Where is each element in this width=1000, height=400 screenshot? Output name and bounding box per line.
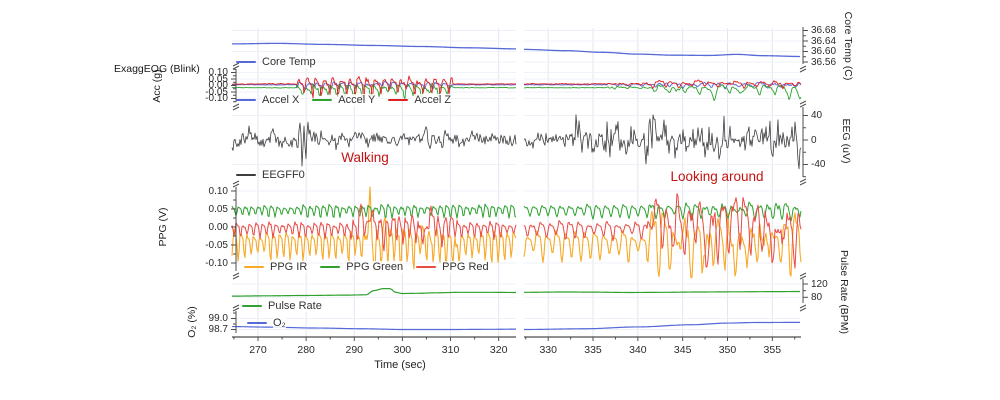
axis-break-mark	[799, 100, 807, 105]
series-accel-y	[523, 84, 802, 102]
series-pulse-rate	[524, 290, 801, 294]
x-axis-title: Time (sec)	[374, 359, 426, 371]
axis-break-mark	[799, 307, 807, 312]
series-core-temp	[523, 48, 801, 58]
series-accel-z	[231, 75, 517, 101]
eeg-axis-title: EEG (uV)	[840, 118, 852, 164]
annotation-walking: Walking	[341, 150, 389, 165]
axis-break-mark	[232, 304, 240, 309]
series-o2	[524, 321, 800, 331]
series-pulse-rate	[231, 288, 516, 297]
annotation-exagg-eog-blink: ExaggEOG (Blink)	[114, 63, 200, 75]
axis-break-mark	[232, 307, 240, 312]
axis-break-mark	[232, 180, 240, 185]
series-ppg-red	[523, 193, 802, 269]
axis-break-mark	[799, 178, 807, 183]
core-temp-axis-title: Core Temp (C)	[842, 11, 854, 81]
axis-break-mark	[799, 65, 807, 70]
axis-break-mark	[799, 275, 807, 280]
series-ppg-ir	[523, 210, 802, 279]
series-core-temp	[231, 42, 517, 50]
axis-break-mark	[799, 304, 807, 309]
axis-break-mark	[232, 103, 240, 108]
series-ppg-green	[231, 203, 517, 219]
axis-break-mark	[232, 183, 240, 188]
series-eeg-ff0	[523, 114, 802, 170]
pulse-rate-axis-title: Pulse Rate (BPM)	[838, 249, 850, 335]
axis-break-mark	[232, 106, 240, 111]
series-eeg-ff0	[231, 121, 517, 167]
annotation-looking-around: Looking around	[670, 169, 764, 184]
series-accel-z	[523, 79, 802, 90]
axis-break-mark	[232, 62, 240, 67]
axis-break-mark	[799, 68, 807, 73]
acc-axis-title: Acc (g)	[151, 69, 163, 103]
axis-break-mark	[799, 103, 807, 108]
o2-axis-title: O₂ (%)	[186, 306, 198, 338]
axis-break-mark	[232, 272, 240, 277]
axis-break-mark	[232, 65, 240, 70]
axis-break-mark	[232, 275, 240, 280]
axis-break-mark	[799, 181, 807, 186]
ppg-axis-title: PPG (V)	[157, 207, 169, 247]
axis-break-mark	[799, 272, 807, 277]
series-ppg-red	[231, 203, 517, 252]
